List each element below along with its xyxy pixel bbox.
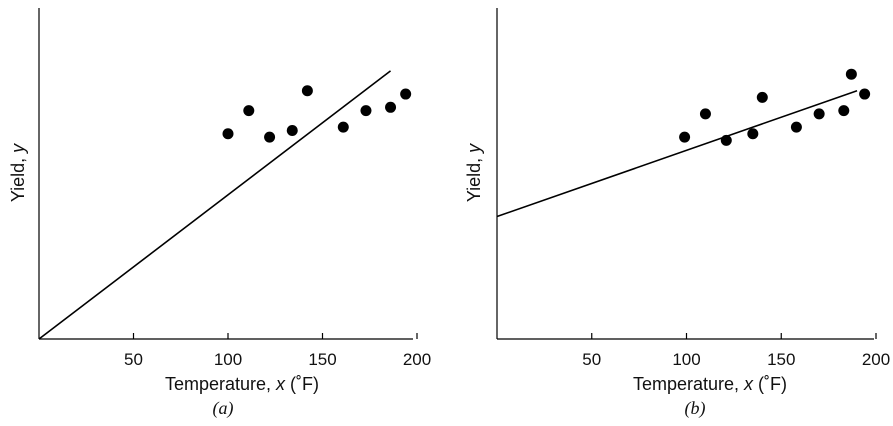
panel-label: (b) xyxy=(685,398,706,419)
y-axis-label: Yield, y xyxy=(464,143,484,202)
y-axis-label: Yield, y xyxy=(8,143,28,202)
x-ticks: 50 100 150 200 xyxy=(582,333,890,369)
x-tick-label: 50 xyxy=(124,350,143,369)
data-point xyxy=(756,91,768,103)
x-axis-label: Temperature, x (˚F) xyxy=(165,374,319,394)
x-tick-label: 100 xyxy=(214,350,242,369)
data-point xyxy=(699,108,711,120)
fit-lines xyxy=(496,89,858,218)
x-tick-label: 150 xyxy=(767,350,795,369)
data-point xyxy=(747,128,759,140)
x-tick-label: 200 xyxy=(862,350,890,369)
data-point xyxy=(243,105,255,117)
x-tick-label: 150 xyxy=(308,350,336,369)
fit-line xyxy=(496,89,858,218)
data-point xyxy=(859,88,871,100)
data-point xyxy=(360,105,372,117)
x-tick-label: 100 xyxy=(672,350,700,369)
fit-line xyxy=(38,70,392,340)
data-point xyxy=(790,121,802,133)
x-tick-label: 50 xyxy=(582,350,601,369)
x-axis-label: Temperature, x (˚F) xyxy=(633,374,787,394)
data-point xyxy=(337,121,349,133)
data-point xyxy=(222,128,234,140)
data-point xyxy=(286,124,298,136)
data-point xyxy=(813,108,825,120)
data-point xyxy=(720,134,732,146)
x-tick-label: 200 xyxy=(403,350,431,369)
data-points xyxy=(679,68,871,146)
data-point xyxy=(385,101,397,113)
data-point xyxy=(845,68,857,80)
data-point xyxy=(679,131,691,143)
data-point xyxy=(400,88,412,100)
data-points xyxy=(222,85,412,143)
chart-panel-a: 50 100 150 200 Temperature, x (˚F) Yield, y… xyxy=(8,8,431,419)
chart-panel-b: 50 100 150 200 Temperature, x (˚F) Yield, y… xyxy=(464,8,890,419)
data-point xyxy=(838,105,850,117)
panel-label: (a) xyxy=(213,398,234,419)
fit-lines xyxy=(38,70,392,340)
data-point xyxy=(301,85,313,97)
x-ticks: 50 100 150 200 xyxy=(124,333,431,369)
data-point xyxy=(264,131,276,143)
